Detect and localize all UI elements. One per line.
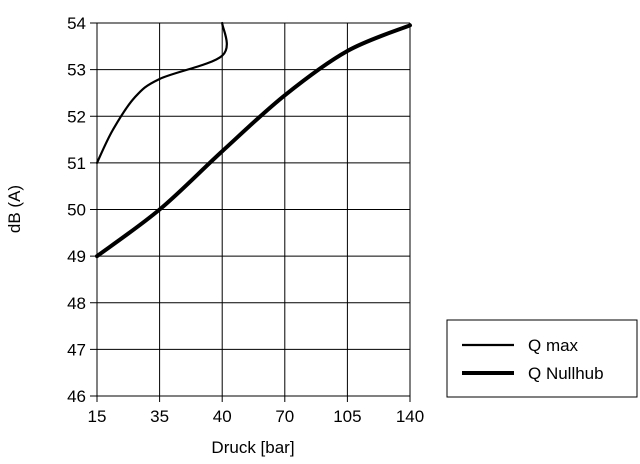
x-tick-label: 40 — [213, 407, 232, 426]
x-tick-label: 35 — [150, 407, 169, 426]
y-tick-label: 47 — [67, 340, 86, 359]
x-tick-label: 140 — [396, 407, 424, 426]
x-tick-label: 105 — [333, 407, 361, 426]
legend-box — [446, 319, 638, 398]
series-lines — [95, 21, 412, 259]
y-tick-label: 48 — [67, 294, 86, 313]
series-line-q-nullhub — [95, 23, 412, 259]
legend: Q max Q Nullhub — [446, 319, 638, 398]
legend-label-q-max: Q max — [528, 336, 579, 355]
legend-label-q-nullhub: Q Nullhub — [528, 364, 604, 383]
grid — [90, 22, 411, 402]
y-tick-label: 50 — [67, 201, 86, 220]
y-tick-label: 51 — [67, 154, 86, 173]
series-line-q-max — [95, 21, 228, 164]
y-tick-label: 46 — [67, 387, 86, 406]
y-tick-label: 54 — [67, 14, 86, 33]
y-axis-label: dB (A) — [5, 185, 24, 233]
y-tick-label: 52 — [67, 107, 86, 126]
x-tick-labels: 15 35 40 70 105 140 — [88, 407, 425, 426]
x-tick-label: 15 — [88, 407, 107, 426]
y-tick-label: 53 — [67, 61, 86, 80]
x-axis-label: Druck [bar] — [211, 438, 294, 457]
y-tick-labels: 46 47 48 49 50 51 52 53 54 — [67, 14, 86, 406]
y-tick-label: 49 — [67, 247, 86, 266]
x-tick-label: 70 — [275, 407, 294, 426]
